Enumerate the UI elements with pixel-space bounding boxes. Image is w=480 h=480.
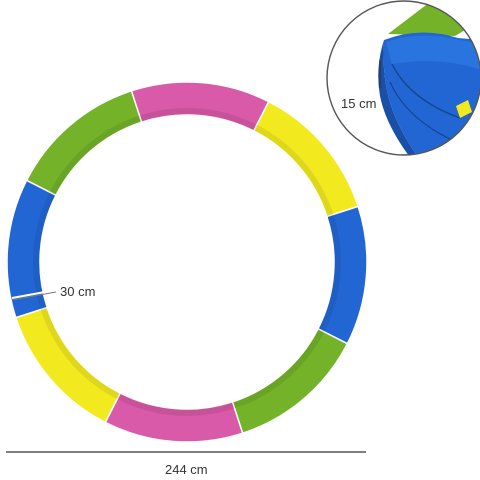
ring-segment-green [231,327,349,435]
ring-inner-shading [33,108,341,416]
pad-thickness-label: 15 cm [341,96,377,111]
pad-width-label: 30 cm [60,284,96,299]
thickness-detail-inset [326,0,480,156]
padding-ring [6,81,368,443]
ring-segment-green [25,89,143,197]
ring-segment-yellow [14,306,122,424]
pad-width-marker-shadow [11,291,57,301]
diameter-label: 244 cm [165,462,208,477]
pad-width-marker [11,289,57,299]
